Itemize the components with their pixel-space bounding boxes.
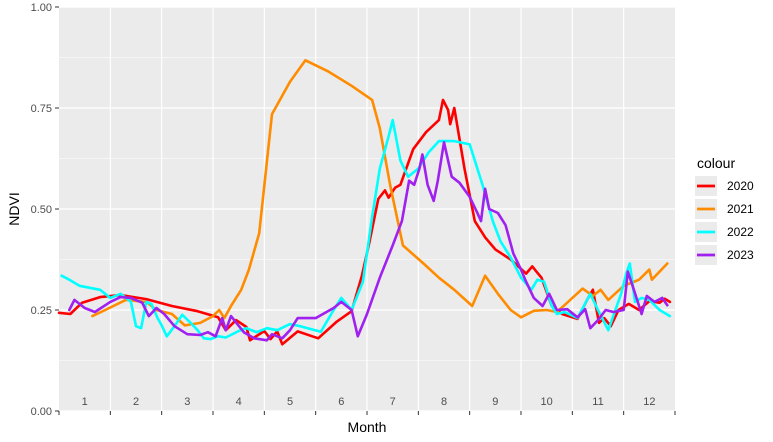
legend-label-2020: 2020 (727, 179, 754, 193)
y-tick-label: 0.25 (31, 305, 52, 317)
series-line-2023 (68, 141, 669, 342)
month-labels: 1 2 3 4 5 6 7 8 9 10 11 12 (82, 396, 656, 408)
y-tick-label: 0.50 (31, 204, 52, 216)
y-axis: 0.00 0.25 0.50 0.75 1.00 (31, 2, 59, 418)
y-tick-label: 1.00 (31, 2, 52, 14)
legend-title: colour (697, 155, 735, 171)
legend-label-2023: 2023 (727, 248, 754, 262)
month-label: 4 (236, 396, 242, 408)
y-tick-label: 0.00 (31, 406, 52, 418)
month-label: 2 (133, 396, 139, 408)
month-label: 9 (492, 396, 498, 408)
month-label: 5 (287, 396, 293, 408)
x-axis-title: Month (348, 419, 387, 435)
month-label: 6 (338, 396, 344, 408)
legend: colour 2020 2021 2022 2023 (695, 155, 754, 265)
month-label: 12 (643, 396, 655, 408)
month-label: 3 (184, 396, 190, 408)
month-label: 8 (441, 396, 447, 408)
y-axis-title: NDVI (6, 192, 22, 225)
month-label: 7 (390, 396, 396, 408)
month-label: 10 (541, 396, 553, 408)
x-axis (58, 411, 676, 415)
month-label: 11 (592, 396, 603, 408)
grid-major (59, 6, 675, 412)
legend-label-2022: 2022 (727, 225, 754, 239)
y-tick-label: 0.75 (31, 103, 52, 115)
legend-label-2021: 2021 (727, 202, 754, 216)
series-lines (57, 59, 672, 346)
month-label: 1 (82, 396, 88, 408)
